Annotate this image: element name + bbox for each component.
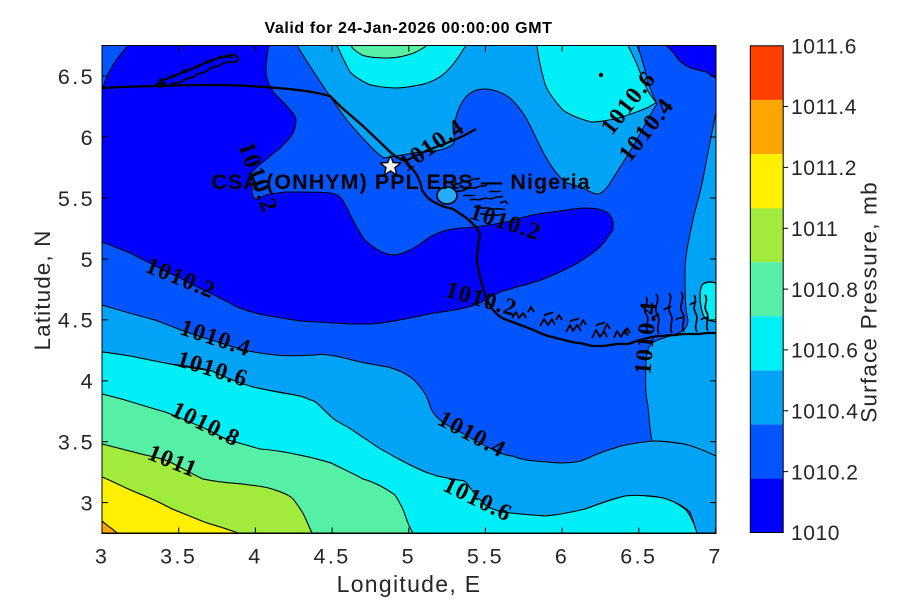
svg-text:Valid for 24-Jan-2026 00:00:00: Valid for 24-Jan-2026 00:00:00 GMT [264,20,552,37]
svg-text:6.5: 6.5 [58,65,95,89]
svg-text:5: 5 [402,545,416,569]
svg-text:5.5: 5.5 [58,187,95,211]
svg-text:3: 3 [81,491,95,515]
svg-text:4: 4 [81,370,95,394]
svg-text:5.5: 5.5 [467,545,504,569]
svg-text:1011: 1011 [791,218,838,241]
svg-text:6: 6 [555,545,569,569]
svg-text:1010.6: 1010.6 [791,340,859,363]
svg-text:Longitude, E: Longitude, E [337,571,482,597]
svg-text:1010.2: 1010.2 [791,461,859,484]
svg-text:3.5: 3.5 [58,431,95,455]
svg-text:5: 5 [81,248,95,272]
svg-text:4.5: 4.5 [314,545,351,569]
svg-text:1010.4: 1010.4 [630,300,662,375]
svg-text:1010: 1010 [791,522,840,545]
svg-text:1010.8: 1010.8 [791,279,859,302]
svg-text:7: 7 [708,545,722,569]
svg-text:3.5: 3.5 [160,545,197,569]
svg-text:1011.6: 1011.6 [791,35,857,58]
svg-text:Surface Pressure, mb: Surface Pressure, mb [857,181,882,423]
svg-text:1011.4: 1011.4 [791,96,857,119]
svg-text:6.5: 6.5 [620,545,657,569]
svg-text:3: 3 [95,545,109,569]
svg-text:4.5: 4.5 [58,309,95,333]
svg-text:CSA (ONHYM) PPL ERS — Nigeria: CSA (ONHYM) PPL ERS — Nigeria [211,170,590,194]
svg-text:1010.4: 1010.4 [791,401,859,424]
svg-text:6: 6 [81,126,95,150]
svg-text:Latitude, N: Latitude, N [30,230,55,351]
svg-text:4: 4 [248,545,262,569]
svg-text:1011.2: 1011.2 [791,157,857,180]
